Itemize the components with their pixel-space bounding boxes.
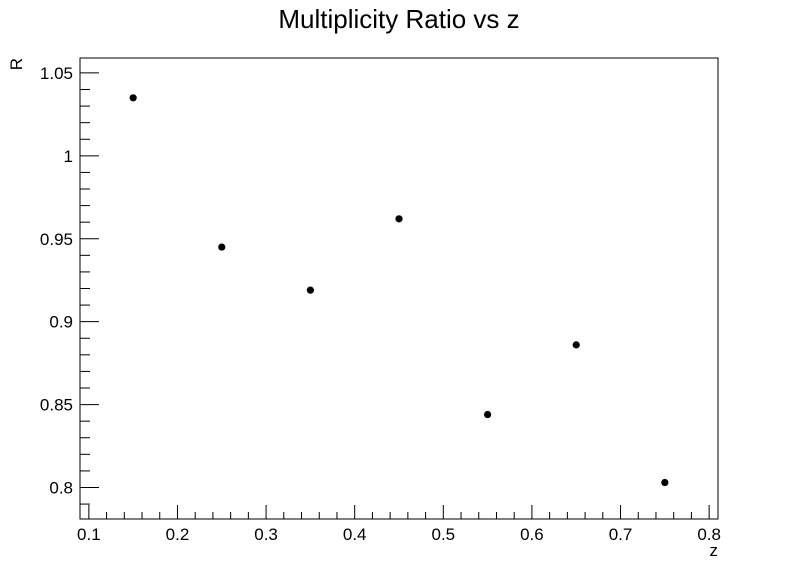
y-tick-label: 1.05 [40, 64, 73, 83]
data-point [218, 243, 226, 251]
x-tick-label: 0.2 [166, 525, 190, 544]
x-tick-label: 0.5 [431, 525, 455, 544]
y-axis-title: R [7, 58, 26, 70]
data-point [306, 286, 314, 294]
axis-ticks [80, 72, 710, 519]
data-point [484, 410, 492, 419]
y-tick-label: 0.85 [40, 396, 73, 415]
x-tick-label: 0.7 [609, 525, 633, 544]
x-tick-label: 0.6 [520, 525, 544, 544]
data-point [129, 94, 137, 102]
x-tick-label: 0.8 [697, 525, 721, 544]
x-axis-title: z [710, 541, 719, 560]
data-point [661, 478, 669, 487]
y-tick-label: 0.95 [40, 230, 73, 249]
y-tick-label: 0.8 [49, 478, 73, 497]
data-points [129, 94, 669, 487]
chart-title: Multiplicity Ratio vs z [278, 4, 519, 34]
data-point [395, 215, 403, 223]
y-tick-label: 0.9 [49, 313, 73, 332]
x-tick-label: 0.3 [254, 525, 278, 544]
x-tick-label: 0.4 [343, 525, 367, 544]
plot-frame [79, 57, 719, 520]
y-axis-tick-labels: 0.8 0.85 0.9 0.95 1 1.05 [40, 64, 73, 498]
y-tick-label: 1 [64, 147, 73, 166]
x-axis-tick-labels: 0.1 0.2 0.3 0.4 0.5 0.6 0.7 0.8 [77, 525, 721, 544]
x-tick-label: 0.1 [77, 525, 101, 544]
data-point [572, 341, 580, 349]
